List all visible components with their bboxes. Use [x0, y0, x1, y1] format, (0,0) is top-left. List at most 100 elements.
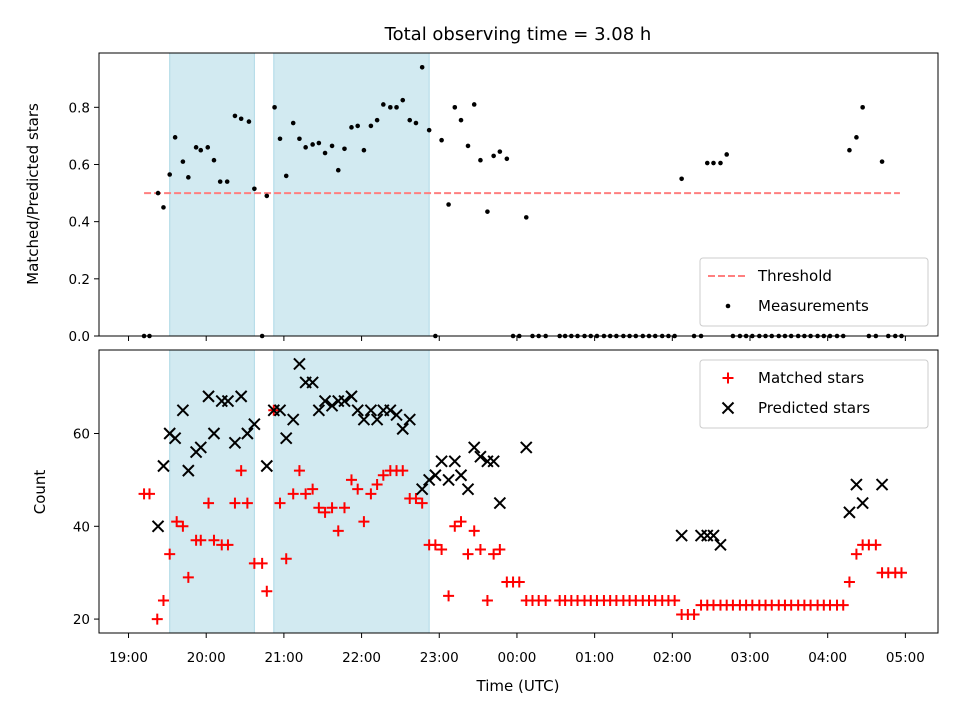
- predicted-star-point: [429, 469, 442, 482]
- predicted-star-point: [396, 422, 409, 436]
- predicted-star-point: [221, 394, 235, 408]
- measurement-point: [711, 160, 716, 166]
- predicted-star-point: [202, 390, 215, 403]
- measurement-point: [497, 149, 503, 154]
- predicted-star-point: [228, 436, 242, 449]
- measurement-point: [439, 137, 444, 143]
- x-tick-label: 01:00: [575, 650, 614, 666]
- measurement-point: [504, 156, 510, 162]
- predicted-star-point: [194, 441, 207, 454]
- measurement-point: [847, 147, 852, 153]
- measurement-point: [407, 117, 413, 123]
- predicted-star-point: [675, 529, 688, 542]
- x-axis-label: Time (UTC): [476, 677, 560, 695]
- measurement-point: [211, 157, 217, 163]
- matched-star-point: [338, 502, 350, 514]
- measurement-point: [879, 159, 885, 164]
- measurement-point: [277, 136, 283, 142]
- matched-star-point: [669, 595, 681, 607]
- matched-star-point: [540, 595, 552, 607]
- bottom-panel-counts: 20 40 60 Matched stars Predicted stars: [73, 349, 939, 638]
- matched-star-point: [208, 534, 220, 546]
- matched-star-point: [688, 608, 700, 620]
- series-predicted-stars: [151, 357, 889, 552]
- measurement-point: [400, 97, 406, 103]
- predicted-star-point: [338, 394, 351, 408]
- measurement-point: [161, 205, 166, 210]
- predicted-star-point: [481, 455, 494, 468]
- predicted-star-point: [151, 520, 165, 533]
- predicted-star-point: [176, 404, 190, 417]
- predicted-star-point: [157, 459, 170, 473]
- measurement-point: [297, 136, 302, 142]
- matched-star-point: [171, 516, 183, 528]
- measurement-point: [458, 117, 464, 123]
- predicted-star-point: [306, 376, 319, 389]
- predicted-star-point: [415, 482, 429, 496]
- measurement-point: [381, 102, 386, 107]
- measurement-point: [329, 143, 335, 149]
- predicted-star-point: [325, 399, 339, 412]
- matched-star-point: [293, 465, 305, 477]
- measurement-point: [246, 119, 252, 124]
- predicted-star-point: [182, 464, 195, 477]
- x-tick-label: 23:00: [420, 650, 459, 666]
- x-axis-ticks: 19:00 20:00 21:00 22:00 23:00 00:00 01:00 02:00…: [109, 650, 925, 666]
- measurement-point: [485, 209, 490, 214]
- predicted-star-point: [351, 404, 364, 417]
- measurement-point: [724, 152, 729, 157]
- legend-box: [699, 359, 929, 429]
- measurement-point: [310, 142, 315, 147]
- predicted-star-point: [364, 404, 378, 417]
- matched-star-point: [157, 595, 169, 607]
- predicted-star-point: [468, 441, 481, 454]
- predicted-star-point: [241, 427, 254, 440]
- measurement-point: [394, 105, 399, 110]
- measurement-point: [854, 135, 859, 140]
- y-tick-label: 0.2: [69, 272, 90, 288]
- measurement-point: [452, 105, 458, 110]
- legend: Threshold Measurements: [699, 257, 929, 327]
- shaded-interval-2: [273, 52, 430, 337]
- predicted-star-point: [493, 496, 507, 510]
- measurement-point: [679, 176, 684, 182]
- predicted-star-point: [280, 431, 293, 445]
- measurement-point: [419, 64, 425, 70]
- legend-swatch-matched: [722, 372, 734, 384]
- predicted-star-point: [370, 413, 384, 426]
- axes-frame: [98, 349, 939, 634]
- series-matched-stars: [138, 404, 907, 625]
- measurement-point: [303, 145, 308, 150]
- predicted-star-point: [448, 455, 462, 468]
- matched-star-point: [455, 516, 467, 528]
- matched-star-point: [326, 502, 338, 514]
- measurement-point: [205, 145, 211, 150]
- measurement-point: [718, 160, 723, 166]
- matched-star-point: [261, 585, 273, 597]
- predicted-star-point: [312, 404, 326, 417]
- predicted-star-point: [357, 413, 371, 426]
- predicted-star-point: [454, 469, 468, 482]
- x-tick-label: 05:00: [886, 650, 925, 666]
- measurement-point: [238, 116, 244, 122]
- matched-star-point: [358, 516, 370, 528]
- matched-star-point: [319, 506, 331, 518]
- predicted-star-point: [422, 473, 436, 487]
- predicted-star-point: [318, 394, 332, 408]
- measurement-point: [186, 175, 191, 180]
- measurement-point: [290, 120, 296, 126]
- matched-star-point: [468, 525, 480, 537]
- x-tick-label: 22:00: [342, 650, 381, 666]
- predicted-star-point: [856, 496, 869, 510]
- matched-star-point: [143, 488, 155, 500]
- measurement-point: [413, 120, 419, 126]
- matched-star-point: [332, 525, 344, 537]
- y-tick-label: 40: [73, 519, 90, 535]
- predicted-star-point: [168, 431, 182, 445]
- matched-star-point: [203, 497, 215, 509]
- measurement-point: [283, 173, 289, 179]
- predicted-star-point: [260, 459, 274, 473]
- predicted-star-point: [701, 529, 714, 542]
- matched-star-point: [837, 599, 849, 611]
- measurement-point: [523, 215, 529, 220]
